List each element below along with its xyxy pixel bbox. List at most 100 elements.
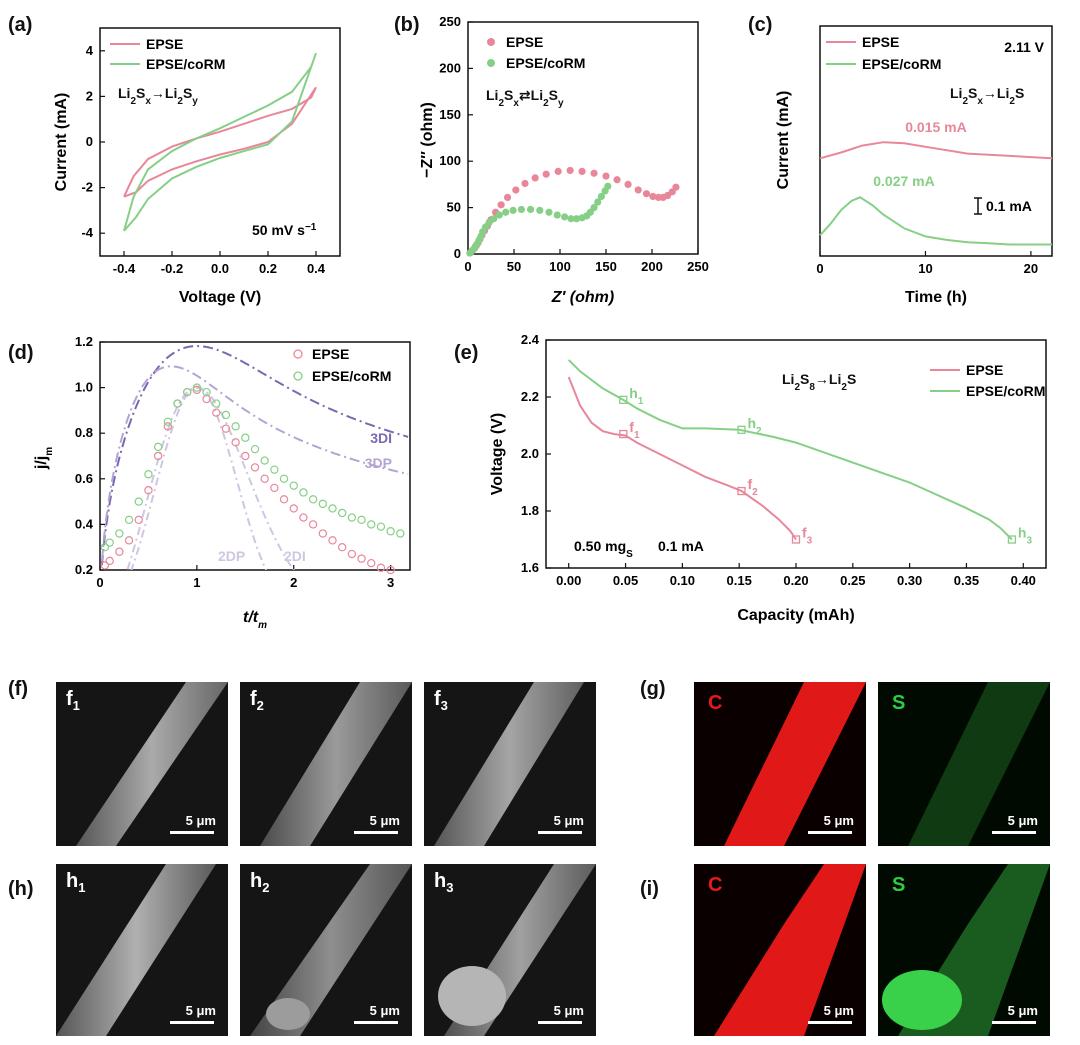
x-axis-label: t/tm xyxy=(243,609,267,631)
y-tick-label: 150 xyxy=(439,107,461,122)
data-point-epse xyxy=(503,193,512,201)
y-axis-label: −Z″ (ohm) xyxy=(419,102,436,178)
data-point-epse xyxy=(642,190,651,198)
legend-epse-label: EPSE xyxy=(312,346,349,362)
y-tick-label: 2.0 xyxy=(521,446,539,461)
data-point-corm xyxy=(289,481,298,490)
data-point-epse xyxy=(134,515,143,525)
data-point-epse xyxy=(624,180,632,188)
model-curves xyxy=(100,344,409,570)
scale-bar xyxy=(170,1021,214,1024)
model-curve-3dp xyxy=(100,365,409,562)
x-tick-label: 3 xyxy=(387,575,394,590)
plot-frame xyxy=(819,25,1053,257)
map-element-label: S xyxy=(892,692,906,714)
scale-bar xyxy=(992,1021,1036,1024)
panel-label-g: (g) xyxy=(640,678,666,700)
data-point-corm xyxy=(553,211,561,219)
x-tick-label: 250 xyxy=(687,259,709,274)
scale-bar xyxy=(808,1021,852,1024)
y-axis-label: j/jm xyxy=(33,447,55,470)
model-label-2dp: 2DP xyxy=(218,548,245,564)
y-tick-label: 100 xyxy=(439,153,461,168)
x-tick-label: 0.0 xyxy=(211,261,229,276)
legend-corm-label: EPSE/coRM xyxy=(506,55,585,71)
x-tick-label: 0.2 xyxy=(259,261,277,276)
data-point-epse xyxy=(578,167,586,176)
chart-e-discharge: 0.00 0.05 0.10 0.15 0.20 0.25 0.30 0.35 0.40 1.6 1… xyxy=(489,332,1047,624)
data-point-epse xyxy=(163,422,173,431)
panel-label-e: (e) xyxy=(454,342,479,364)
fiber-texture xyxy=(434,682,584,846)
data-point-corm xyxy=(526,205,535,214)
carbon-distribution xyxy=(714,864,866,1036)
point-corm-label: h2 xyxy=(747,415,762,437)
point-epse-label: f1 xyxy=(629,419,640,441)
map-element-label: S xyxy=(892,874,906,896)
data-point-corm xyxy=(502,208,510,216)
x-tick-label: 200 xyxy=(641,259,663,274)
x-tick-label: 0.15 xyxy=(727,573,752,588)
fiber-texture xyxy=(260,682,412,846)
data-point-corm xyxy=(299,488,308,497)
data-point-corm xyxy=(572,215,581,223)
y-tick-label: 4 xyxy=(86,43,94,58)
data-point-corm xyxy=(318,499,328,509)
point-corm-label: h1 xyxy=(629,385,644,407)
x-tick-label: 0.35 xyxy=(954,573,979,588)
sulfur-distribution xyxy=(882,864,1050,1036)
chart-c-chronoamperometry: 0 10 20 EPSE EPSE/coRM 2.11 V Li2Sx→Li2S 0.015 … xyxy=(775,25,1053,306)
model-curve-2dp xyxy=(126,386,295,570)
sulfur-distribution xyxy=(908,682,1050,846)
y-tick-label: 1.6 xyxy=(521,560,539,575)
data-point-corm xyxy=(260,456,269,465)
data-point-epse xyxy=(521,179,529,188)
data-point-corm xyxy=(517,205,525,214)
x-tick-label: 50 xyxy=(507,259,521,274)
data-point-corm xyxy=(597,192,605,201)
annotation-reaction: Li2S8→Li2S xyxy=(782,371,856,393)
scale-text: 5 μm xyxy=(369,813,400,828)
legend-epse-label: EPSE xyxy=(862,34,899,50)
data-point-epse xyxy=(289,504,298,513)
data-point-corm xyxy=(241,433,250,442)
data-point-corm xyxy=(134,497,143,506)
panel-label-i: (i) xyxy=(640,878,659,900)
y-tick-label: 1.8 xyxy=(521,503,539,518)
legend-epse-label: EPSE xyxy=(146,36,183,52)
x-tick-label: 0.00 xyxy=(556,573,581,588)
data-point-corm xyxy=(328,504,337,513)
legend-corm-marker xyxy=(487,59,495,67)
x-tick-label: 10 xyxy=(918,261,932,276)
data-point-corm xyxy=(337,508,347,518)
x-tick-label: 0 xyxy=(816,261,823,276)
model-curve-2di xyxy=(130,386,268,570)
y-tick-label: -2 xyxy=(81,180,93,195)
annotation-reaction: Li2Sx→Li2S xyxy=(950,85,1024,107)
annotation-rate: 50 mV s−1 xyxy=(252,222,317,239)
eds-map-i-carbon: C 5 μm xyxy=(694,864,866,1036)
x-tick-label: 0.10 xyxy=(670,573,695,588)
data-point-corm xyxy=(212,399,221,408)
data-point-corm xyxy=(231,422,240,431)
y-tick-label: 2.2 xyxy=(521,389,539,404)
sem-image-h2: h2 5 μm xyxy=(240,864,412,1036)
annotation-reaction: Li2Sx→Li2Sy xyxy=(118,85,198,107)
legend-corm-label: EPSE/coRM xyxy=(146,56,225,72)
panel-label-a: (a) xyxy=(8,14,33,36)
data-point-epse xyxy=(337,542,347,552)
scale-text: 5 μm xyxy=(1007,813,1038,828)
data-point-corm xyxy=(367,520,376,529)
map-element-label: C xyxy=(708,692,723,714)
annotation-corm-current: 0.027 mA xyxy=(873,173,934,189)
panel-label-c: (c) xyxy=(748,14,773,36)
y-tick-label: 2.4 xyxy=(521,332,540,347)
data-point-corm xyxy=(594,198,602,206)
scale-bar xyxy=(538,831,582,834)
data-point-corm xyxy=(347,513,357,522)
data-point-epse xyxy=(153,451,163,461)
data-point-epse xyxy=(318,529,328,538)
data-point-epse xyxy=(221,424,231,433)
data-point-epse xyxy=(649,192,657,201)
x-axis-label: Z′ (ohm) xyxy=(551,289,614,306)
